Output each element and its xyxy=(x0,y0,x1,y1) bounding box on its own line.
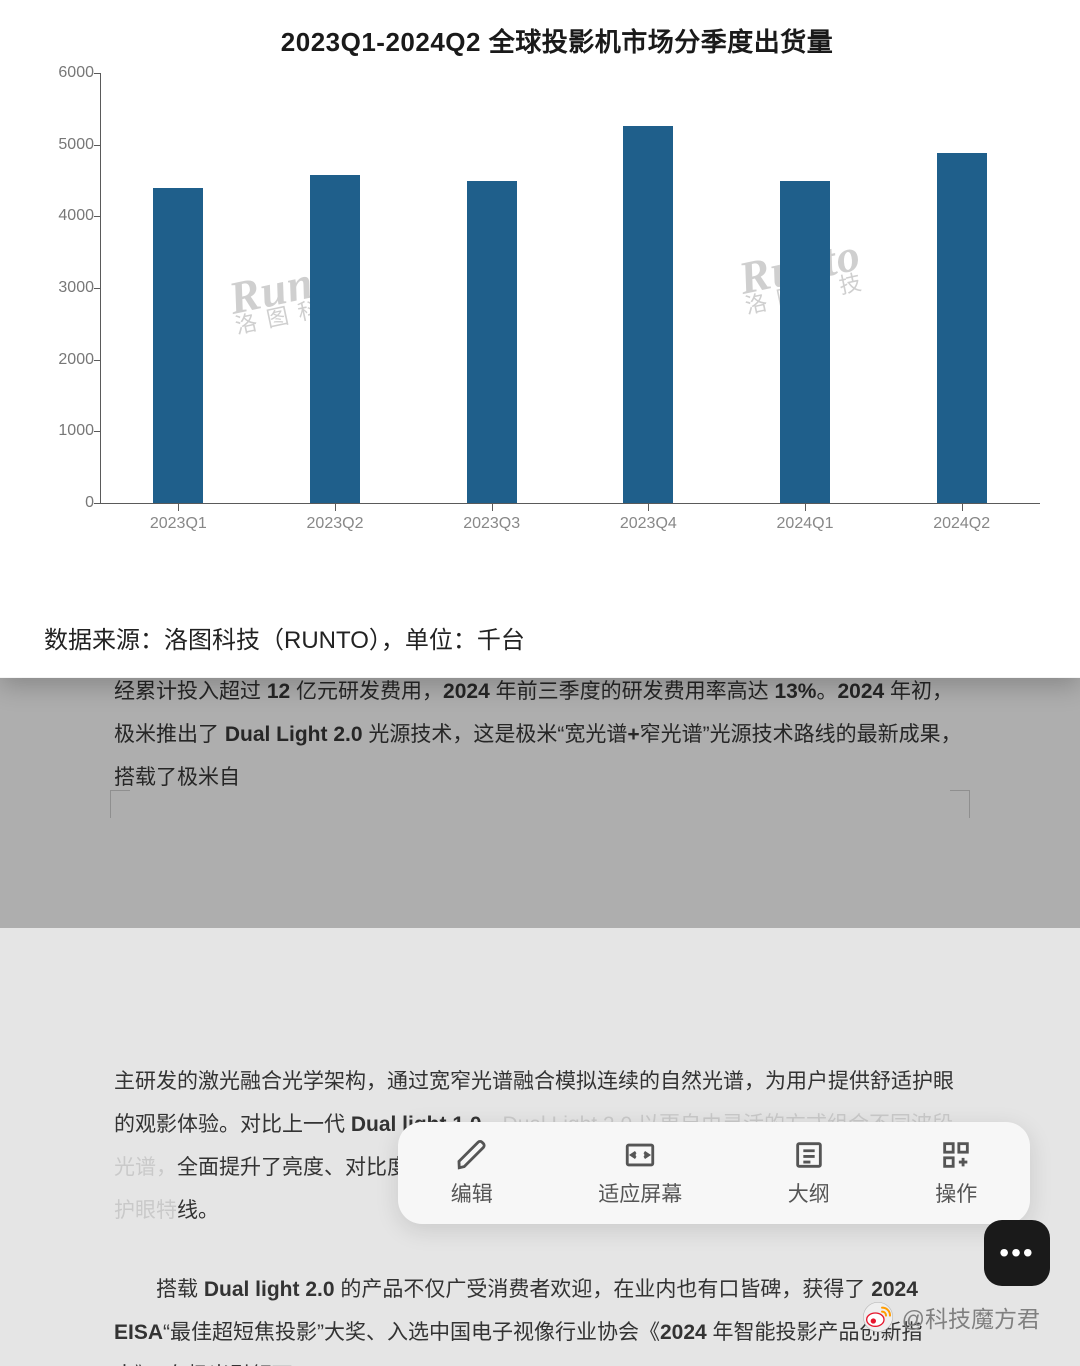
y-tick-mark xyxy=(94,288,100,289)
y-tick-label: 0 xyxy=(85,494,94,512)
y-tick-label: 1000 xyxy=(58,422,94,440)
fit-label: 适应屏幕 xyxy=(598,1178,682,1208)
outline-label: 大纲 xyxy=(788,1178,830,1208)
x-tick-mark xyxy=(962,503,963,511)
dim-overlay xyxy=(0,678,1080,928)
chart-title: 2023Q1-2024Q2 全球投影机市场分季度出货量 xyxy=(44,22,1070,59)
y-tick-label: 6000 xyxy=(58,64,94,82)
edit-button[interactable]: 编辑 xyxy=(451,1138,493,1208)
chart-modal: 2023Q1-2024Q2 全球投影机市场分季度出货量 0 1000 2000 300… xyxy=(0,0,1080,678)
bar xyxy=(153,188,203,503)
y-tick-mark xyxy=(94,73,100,74)
edit-label: 编辑 xyxy=(451,1178,493,1208)
x-tick-mark xyxy=(648,503,649,511)
x-tick-mark xyxy=(178,503,179,511)
fit-screen-button[interactable]: 适应屏幕 xyxy=(598,1138,682,1208)
bar xyxy=(467,181,517,504)
operate-button[interactable]: 操作 xyxy=(935,1138,977,1208)
bar xyxy=(623,126,673,503)
x-tick-label: 2024Q2 xyxy=(933,515,990,533)
x-tick-mark xyxy=(805,503,806,511)
x-tick-label: 2023Q4 xyxy=(620,515,677,533)
weibo-credit[interactable]: @科技魔方君 xyxy=(862,1300,1040,1334)
fit-icon xyxy=(623,1138,657,1172)
bar xyxy=(780,181,830,504)
y-tick-label: 3000 xyxy=(58,279,94,297)
pencil-icon xyxy=(455,1138,489,1172)
outline-button[interactable]: 大纲 xyxy=(788,1138,830,1208)
outline-icon xyxy=(792,1138,826,1172)
y-tick-label: 4000 xyxy=(58,207,94,225)
x-tick-label: 2023Q2 xyxy=(307,515,364,533)
y-tick-mark xyxy=(94,216,100,217)
bar-chart: 0100020003000400050006000 Runto洛图科技 Runt… xyxy=(44,73,1044,533)
x-tick-mark xyxy=(335,503,336,511)
bar xyxy=(937,153,987,503)
bottom-toolbar: 编辑 适应屏幕 大纲 操作 xyxy=(398,1122,1030,1224)
chart-source: 数据来源：洛图科技（RUNTO），单位：千台 xyxy=(44,620,525,655)
y-tick-mark xyxy=(94,503,100,504)
x-tick-label: 2024Q1 xyxy=(777,515,834,533)
y-tick-label: 2000 xyxy=(58,351,94,369)
y-tick-mark xyxy=(94,145,100,146)
y-tick-label: 5000 xyxy=(58,136,94,154)
x-tick-label: 2023Q3 xyxy=(463,515,520,533)
x-tick-label: 2023Q1 xyxy=(150,515,207,533)
more-icon: ••• xyxy=(999,1237,1034,1269)
credit-text: @科技魔方君 xyxy=(902,1300,1040,1334)
y-tick-mark xyxy=(94,360,100,361)
operate-icon xyxy=(939,1138,973,1172)
x-tick-mark xyxy=(492,503,493,511)
x-axis-line xyxy=(100,503,1040,504)
weibo-icon xyxy=(862,1301,894,1333)
bar xyxy=(310,175,360,503)
operate-label: 操作 xyxy=(935,1178,977,1208)
more-button[interactable]: ••• xyxy=(984,1220,1050,1286)
y-tick-mark xyxy=(94,431,100,432)
